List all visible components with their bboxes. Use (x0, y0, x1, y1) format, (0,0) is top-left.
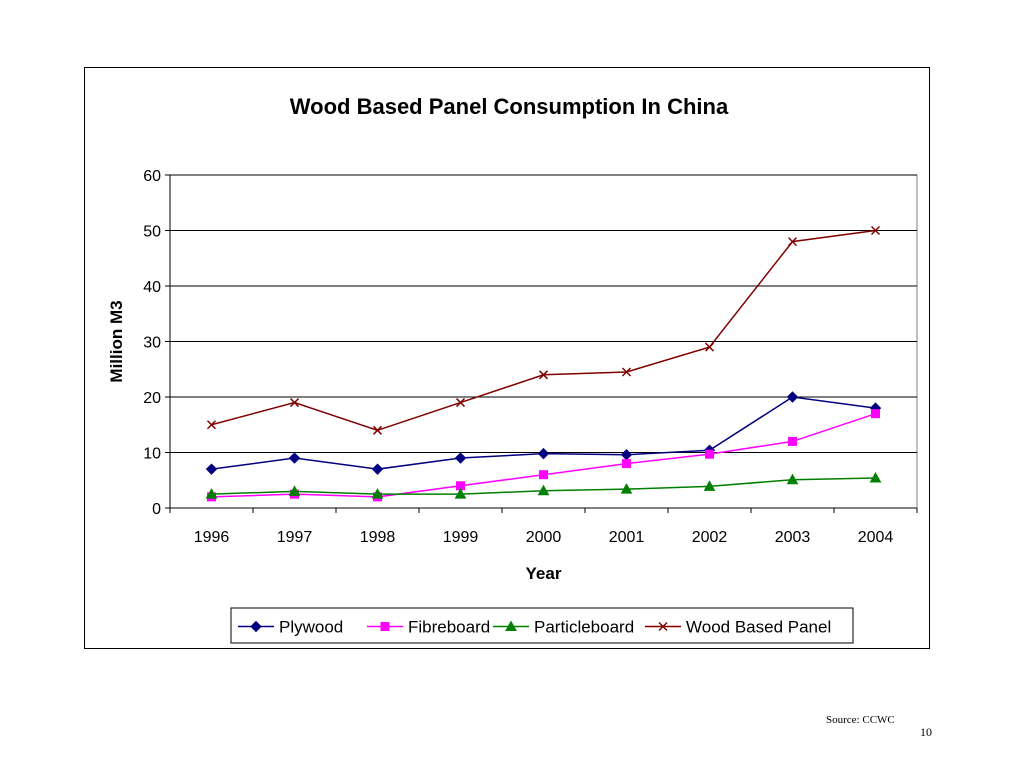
x-tick-label: 1998 (360, 529, 396, 546)
data-point-wood-based-panel (621, 367, 632, 377)
data-point-fibreboard (788, 436, 797, 446)
y-tick-label: 30 (143, 335, 161, 352)
legend-label-wood-based-panel: Wood Based Panel (686, 618, 831, 637)
data-point-wood-based-panel (870, 225, 881, 236)
x-axis-label: Year (526, 564, 562, 583)
data-point-particleboard (205, 488, 218, 499)
data-point-plywood (371, 463, 384, 475)
x-tick-label: 2000 (526, 529, 562, 546)
data-point-particleboard (703, 480, 716, 491)
data-point-plywood (620, 449, 633, 461)
legend-label-plywood: Plywood (279, 618, 343, 637)
legend-marker-fibreboard (380, 622, 390, 631)
x-tick-label: 1997 (277, 529, 313, 546)
data-point-fibreboard (705, 449, 714, 459)
data-point-fibreboard (622, 459, 631, 469)
data-point-wood-based-panel (455, 398, 466, 408)
legend-marker-particleboard (505, 620, 517, 631)
page-number: 10 (920, 725, 932, 739)
data-point-fibreboard (871, 409, 880, 419)
line-chart: Wood Based Panel Consumption In China 0 10… (107, 94, 918, 644)
data-point-wood-based-panel (538, 370, 549, 380)
data-point-particleboard (288, 485, 301, 496)
y-tick-label: 60 (143, 168, 161, 185)
y-tick-label: 10 (143, 446, 161, 463)
data-point-fibreboard (539, 470, 548, 480)
legend-marker-plywood (250, 620, 262, 633)
series-line-wood-based-panel (211, 229, 876, 432)
data-point-plywood (288, 452, 301, 464)
source-note: Source: CCWC (826, 714, 895, 726)
y-tick-label: 50 (143, 224, 161, 241)
y-axis-label: Million M3 (107, 300, 126, 382)
data-point-plywood (454, 452, 467, 464)
legend-label-fibreboard: Fibreboard (408, 618, 490, 637)
data-point-particleboard (869, 472, 882, 483)
x-tick-label: 2003 (775, 529, 811, 546)
y-tick-label: 40 (143, 279, 161, 296)
x-tick-label: 1999 (443, 529, 479, 546)
data-point-particleboard (371, 488, 384, 499)
x-tick-label: 2002 (692, 529, 728, 546)
legend-marker-wood-based-panel (658, 621, 668, 632)
data-point-wood-based-panel (787, 237, 798, 247)
data-point-plywood (537, 447, 550, 460)
data-point-wood-based-panel (206, 420, 217, 430)
chart-frame: Wood Based Panel Consumption In China 0 10… (84, 67, 930, 649)
legend (230, 607, 854, 644)
y-tick-label: 20 (143, 390, 161, 407)
data-point-wood-based-panel (704, 342, 715, 352)
data-point-particleboard (537, 484, 550, 496)
x-tick-label: 2004 (858, 529, 894, 546)
data-point-particleboard (454, 488, 467, 499)
y-tick-label: 0 (152, 501, 161, 518)
x-tick-label: 2001 (609, 529, 645, 546)
x-tick-label: 1996 (194, 529, 230, 546)
data-point-particleboard (786, 473, 799, 485)
data-point-plywood (205, 463, 218, 475)
legend-label-particleboard: Particleboard (534, 618, 634, 637)
chart-title: Wood Based Panel Consumption In China (290, 94, 729, 119)
data-point-wood-based-panel (372, 425, 383, 435)
data-point-particleboard (620, 483, 633, 494)
data-point-wood-based-panel (289, 398, 300, 408)
data-point-plywood (786, 391, 799, 403)
